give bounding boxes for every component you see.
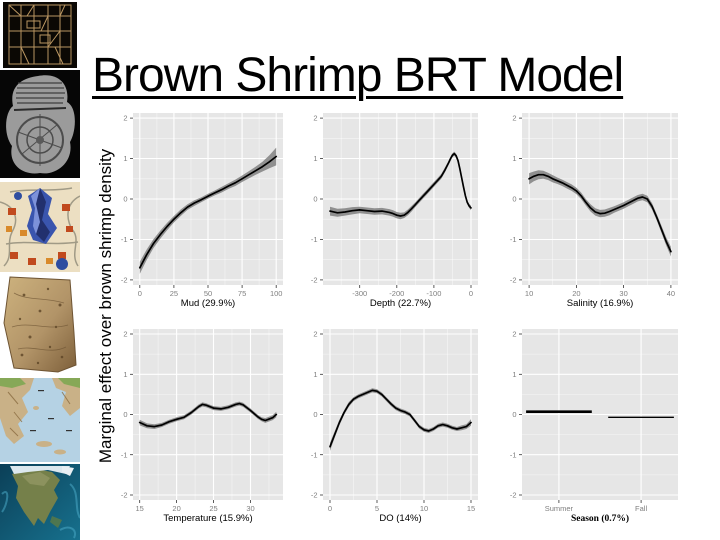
- old-parchment-map-icon: [3, 276, 77, 373]
- svg-text:1: 1: [313, 154, 317, 163]
- svg-text:15: 15: [136, 504, 144, 513]
- svg-text:Salinity (16.9%): Salinity (16.9%): [567, 298, 634, 309]
- svg-text:0: 0: [313, 410, 317, 419]
- svg-text:-2: -2: [121, 491, 128, 500]
- svg-text:-1: -1: [311, 450, 318, 459]
- plot-salinity: -2 -1 0 1 2 10 20 30 40 Salinity (16.9%): [510, 113, 678, 309]
- svg-text:10: 10: [525, 289, 533, 298]
- svg-text:Summer: Summer: [545, 504, 574, 513]
- svg-text:0: 0: [512, 410, 516, 419]
- old-parchment-map-image: [0, 275, 80, 375]
- babylonian-world-map-tablet-icon: [0, 70, 80, 178]
- svg-text:-300: -300: [352, 289, 367, 298]
- svg-text:Season (0.7%): Season (0.7%): [571, 513, 629, 524]
- svg-text:20: 20: [572, 289, 580, 298]
- svg-text:5: 5: [375, 504, 379, 513]
- svg-text:2: 2: [123, 114, 127, 123]
- svg-text:2: 2: [313, 114, 317, 123]
- svg-text:1: 1: [123, 154, 127, 163]
- svg-text:100: 100: [270, 289, 283, 298]
- north-america-satellite-map-icon: [0, 464, 80, 540]
- svg-text:0: 0: [469, 289, 473, 298]
- medieval-city-map-image: [0, 182, 80, 272]
- greece-topographic-map-icon: [0, 378, 80, 462]
- svg-text:-2: -2: [510, 491, 517, 500]
- svg-text:-1: -1: [510, 235, 517, 244]
- svg-text:25: 25: [209, 504, 217, 513]
- svg-text:2: 2: [123, 330, 127, 339]
- svg-text:Mud (29.9%): Mud (29.9%): [181, 298, 235, 309]
- north-america-satellite-map-image: [0, 464, 80, 540]
- svg-text:0: 0: [123, 195, 127, 204]
- svg-text:1: 1: [512, 154, 516, 163]
- svg-text:Depth (22.7%): Depth (22.7%): [370, 298, 431, 309]
- ancient-grid-city-plan-image: [3, 2, 77, 68]
- svg-text:2: 2: [512, 330, 516, 339]
- svg-text:1: 1: [123, 370, 127, 379]
- slide-title: Brown Shrimp BRT Model: [92, 49, 624, 103]
- svg-text:0: 0: [328, 504, 332, 513]
- svg-text:10: 10: [420, 504, 428, 513]
- svg-text:-1: -1: [121, 450, 128, 459]
- svg-text:30: 30: [619, 289, 627, 298]
- plot-mud: -2 -1 0 1 2 0 25 50 75 100 Mud (29.9%): [121, 113, 283, 309]
- svg-text:25: 25: [170, 289, 178, 298]
- svg-text:2: 2: [512, 114, 516, 123]
- svg-text:50: 50: [204, 289, 212, 298]
- svg-text:-200: -200: [389, 289, 404, 298]
- plot-depth: -2 -1 0 1 2 -300 -200 -100 0 Depth (22.7%): [311, 113, 478, 309]
- svg-text:75: 75: [238, 289, 246, 298]
- svg-text:0: 0: [123, 410, 127, 419]
- babylonian-world-map-tablet-image: [0, 70, 80, 178]
- svg-text:0: 0: [313, 195, 317, 204]
- plot-do: -2 -1 0 1 2 0 5 10 15 DO (14%): [311, 329, 478, 524]
- svg-text:-100: -100: [426, 289, 441, 298]
- medieval-city-map-icon: [0, 182, 80, 272]
- svg-text:0: 0: [512, 195, 516, 204]
- svg-text:Temperature (15.9%): Temperature (15.9%): [163, 513, 252, 524]
- svg-text:20: 20: [172, 504, 180, 513]
- ancient-grid-city-plan-icon: [3, 2, 77, 68]
- svg-text:-2: -2: [121, 276, 128, 285]
- svg-text:-1: -1: [311, 235, 318, 244]
- svg-text:1: 1: [512, 370, 516, 379]
- svg-text:15: 15: [467, 504, 475, 513]
- svg-text:0: 0: [138, 289, 142, 298]
- svg-text:30: 30: [246, 504, 254, 513]
- svg-text:-2: -2: [311, 276, 318, 285]
- svg-text:DO (14%): DO (14%): [379, 513, 421, 524]
- sidebar-image-strip: [0, 0, 80, 540]
- greece-topographic-map-image: [0, 378, 80, 462]
- svg-text:-1: -1: [510, 450, 517, 459]
- svg-text:2: 2: [313, 330, 317, 339]
- svg-text:-1: -1: [121, 235, 128, 244]
- svg-text:Fall: Fall: [635, 504, 647, 513]
- svg-text:40: 40: [667, 289, 675, 298]
- svg-text:1: 1: [313, 370, 317, 379]
- plot-season: -2 -1 0 1 2 Summer Fall Season (0.7%): [510, 329, 678, 524]
- svg-text:-2: -2: [311, 491, 318, 500]
- svg-text:-2: -2: [510, 276, 517, 285]
